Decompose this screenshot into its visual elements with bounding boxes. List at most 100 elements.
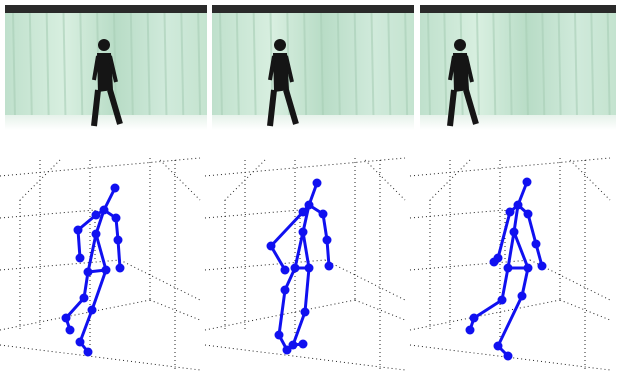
pose-plot [0, 158, 200, 370]
skeleton-joint [267, 242, 276, 251]
skeleton-joint [305, 264, 314, 273]
skeleton-joint [538, 262, 547, 271]
grid-line [410, 300, 560, 330]
skeleton-joint [313, 179, 322, 188]
person-head [274, 39, 286, 51]
skeleton-joint [299, 228, 308, 237]
grid-line [0, 158, 200, 176]
skeleton-bone [80, 310, 92, 342]
skeleton-joint [62, 314, 71, 323]
skeleton-joint [112, 214, 121, 223]
skeleton-joint [514, 201, 523, 210]
skeleton-bone [271, 212, 303, 246]
grid-line [0, 300, 150, 330]
skeleton-joint [490, 258, 499, 267]
skeleton-joint [84, 268, 93, 277]
skeleton-joint [92, 211, 101, 220]
skeleton-joint [76, 338, 85, 347]
photo-floor [5, 115, 207, 130]
skeleton-bone [474, 300, 502, 318]
skeleton-joint [275, 331, 284, 340]
skeleton-joint [76, 254, 85, 263]
photo-ceiling [420, 5, 616, 13]
skeleton-bone [295, 232, 303, 268]
skeleton-bone [88, 234, 96, 272]
skeleton-joint [504, 352, 513, 361]
skeleton-joint [494, 342, 503, 351]
skeleton-bone [279, 290, 285, 335]
skeleton-joint [92, 230, 101, 239]
skeleton-joint [466, 326, 475, 335]
skeleton-bone [528, 214, 536, 244]
grid-line [0, 345, 200, 370]
skeleton-joint [498, 296, 507, 305]
photo-ceiling [5, 5, 207, 13]
skeleton-joint [111, 184, 120, 193]
skeleton-bone [508, 232, 514, 268]
skeleton-joint [281, 266, 290, 275]
skeleton-joint [74, 226, 83, 235]
photo [212, 5, 414, 130]
page: {} html, body { margin: 0; padding: 0; b… [0, 0, 620, 376]
skeleton-joint [283, 346, 292, 355]
skeleton-joint [114, 236, 123, 245]
skeleton-joint [88, 306, 97, 315]
grid-line [120, 260, 200, 300]
skeleton-joint [532, 240, 541, 249]
skeleton-bone [498, 212, 510, 258]
skeleton-joint [66, 326, 75, 335]
skeleton-bone [96, 234, 106, 270]
grid-line [410, 158, 610, 176]
skeleton-joint [100, 206, 109, 215]
grid-line [160, 160, 200, 200]
grid-line [325, 260, 405, 300]
grid-line [430, 160, 470, 200]
skeleton-joint [518, 292, 527, 301]
skeleton-joint [299, 340, 308, 349]
grid-line [205, 210, 300, 218]
photo [420, 5, 616, 130]
person-head [98, 39, 110, 51]
skeleton-joint [305, 201, 314, 210]
skeleton-joint [319, 210, 328, 219]
skeleton-joint [510, 228, 519, 237]
grid-line [410, 210, 505, 218]
pose-plot [410, 158, 610, 370]
skeleton-joint [325, 262, 334, 271]
photo-ceiling [212, 5, 414, 13]
skeleton-bone [303, 232, 309, 268]
grid-line [205, 345, 405, 370]
skeleton-joint [504, 264, 513, 273]
skeleton-joint [291, 264, 300, 273]
skeleton-bone [502, 268, 508, 300]
skeleton-joint [523, 178, 532, 187]
skeleton-joint [299, 208, 308, 217]
grid-line [365, 160, 405, 200]
grid-line [0, 210, 95, 218]
grid-line [20, 160, 60, 200]
skeleton-bone [305, 268, 309, 312]
pose-plot [205, 158, 405, 370]
skeleton-joint [281, 286, 290, 295]
skeleton-joint [524, 210, 533, 219]
grid-line [570, 160, 610, 200]
skeleton-joint [84, 348, 93, 357]
skeleton-joint [116, 264, 125, 273]
photo-floor [212, 115, 414, 130]
photo [5, 5, 207, 130]
photo-curtain [212, 5, 414, 123]
skeleton-joint [524, 264, 533, 273]
skeleton-joint [301, 308, 310, 317]
skeleton-joint [506, 208, 515, 217]
person-head [454, 39, 466, 51]
skeleton-joint [470, 314, 479, 323]
skeleton-joint [102, 266, 111, 275]
grid-line [205, 158, 405, 176]
grid-line [225, 160, 265, 200]
figure [0, 0, 620, 376]
skeleton-joint [80, 294, 89, 303]
skeleton-bone [92, 270, 106, 310]
page-body: (() => { const svg = document.getElement… [0, 0, 620, 376]
skeleton-joint [323, 236, 332, 245]
skeleton-bone [514, 232, 528, 268]
